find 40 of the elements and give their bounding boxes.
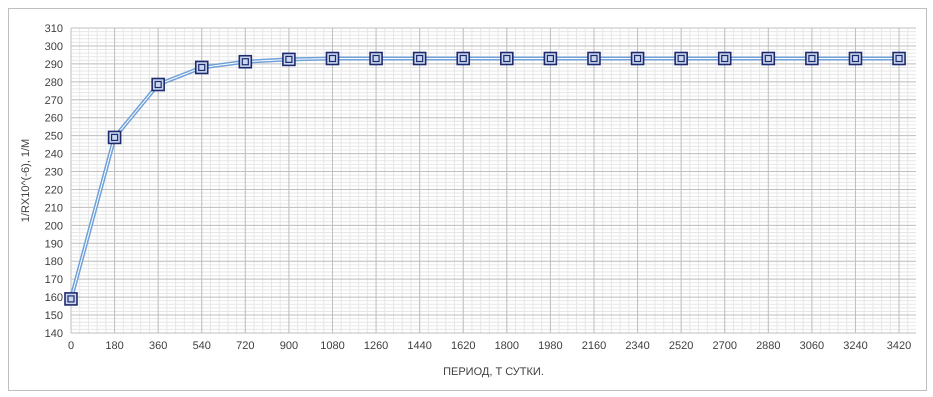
y-tick-label: 160 bbox=[44, 292, 63, 304]
x-tick-label: 1080 bbox=[320, 340, 345, 352]
x-tick-label: 2520 bbox=[668, 340, 694, 352]
x-tick-label: 900 bbox=[280, 340, 298, 352]
x-tick-label: 3240 bbox=[843, 340, 868, 352]
y-tick-label: 240 bbox=[44, 148, 63, 161]
y-tick-label: 180 bbox=[44, 256, 63, 268]
x-tick-label: 540 bbox=[192, 340, 211, 352]
y-tick-label: 260 bbox=[44, 112, 63, 125]
y-tick-label: 220 bbox=[44, 184, 63, 196]
x-tick-label: 360 bbox=[148, 340, 168, 352]
x-axis-title: ПЕРИОД, Т СУТКИ. bbox=[443, 366, 544, 378]
x-tick-label: 1800 bbox=[494, 340, 520, 352]
x-tick-label: 1260 bbox=[364, 340, 388, 352]
x-tick-label: 1620 bbox=[450, 340, 476, 352]
y-tick-label: 170 bbox=[44, 274, 63, 286]
y-tick-label: 210 bbox=[44, 202, 63, 214]
x-tick-label: 1980 bbox=[538, 340, 563, 352]
x-tick-label: 3060 bbox=[800, 340, 824, 352]
y-tick-label: 150 bbox=[44, 310, 63, 322]
x-tick-label: 1440 bbox=[407, 340, 432, 352]
x-tick-label: 180 bbox=[105, 340, 124, 352]
y-tick-label: 270 bbox=[44, 94, 63, 107]
y-tick-label: 290 bbox=[44, 58, 63, 71]
x-tick-label: 2700 bbox=[712, 340, 737, 352]
y-tick-label: 230 bbox=[44, 166, 63, 179]
y-tick-label: 310 bbox=[44, 23, 63, 35]
y-tick-label: 300 bbox=[44, 40, 63, 53]
x-tick-label: 2160 bbox=[582, 340, 606, 352]
y-tick-label: 140 bbox=[44, 328, 63, 340]
y-axis-title: 1/RX10^(-6), 1/M bbox=[20, 138, 32, 222]
x-tick-label: 720 bbox=[236, 340, 255, 352]
y-tick-label: 280 bbox=[44, 76, 63, 89]
x-tick-label: 2880 bbox=[756, 340, 781, 352]
x-tick-label: 0 bbox=[68, 340, 74, 352]
y-tick-label: 190 bbox=[44, 238, 63, 250]
x-tick-label: 2340 bbox=[625, 340, 650, 352]
y-tick-label: 250 bbox=[44, 130, 63, 143]
y-tick-label: 200 bbox=[44, 220, 63, 232]
x-tick-label: 3420 bbox=[886, 340, 912, 352]
